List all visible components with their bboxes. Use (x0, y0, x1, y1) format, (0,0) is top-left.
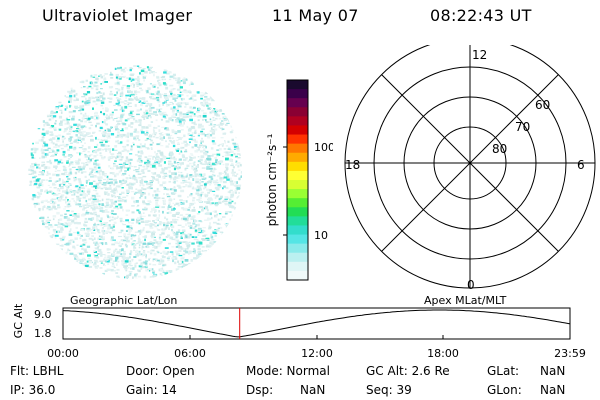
apex-label: Apex MLat/MLT (424, 294, 507, 307)
polar-diagonal-2 (381, 74, 559, 252)
glat-value: NaN (540, 364, 566, 378)
colorbar-swatches (287, 80, 308, 281)
instrument-title: Ultraviolet Imager (42, 6, 193, 25)
x-tick-1200: 12:00 (301, 347, 333, 360)
door-info: Door: Open (126, 364, 195, 378)
mlt-label-12: 12 (472, 48, 487, 62)
altitude-curve (62, 309, 571, 338)
uv-image-disk[interactable] (25, 55, 250, 290)
aurora-emission-pixels (28, 65, 242, 279)
colorbar-unit-label: photon cm⁻²s⁻¹ (265, 133, 279, 226)
dsp-value: NaN (300, 383, 326, 397)
glat-label: GLat: (487, 364, 520, 378)
ip-info: IP: 36.0 (10, 383, 56, 397)
lat-label-70: 70 (515, 120, 530, 134)
y-tick-9: 9.0 (34, 308, 52, 321)
mlt-label-18: 18 (345, 158, 360, 172)
x-tick-0000: 00:00 (47, 347, 79, 360)
gain-info: Gain: 14 (126, 383, 177, 397)
orbit-altitude-plot[interactable]: Geographic Lat/Lon Apex MLat/MLT GC Alt … (0, 290, 600, 364)
x-tick-0600: 06:00 (174, 347, 206, 360)
geographic-label: Geographic Lat/Lon (70, 294, 177, 307)
x-tick-2359: 23:59 (554, 347, 586, 360)
date-label: 11 May 07 (272, 6, 359, 25)
y-tick-1.8: 1.8 (34, 327, 52, 340)
mlt-label-0: 0 (467, 278, 475, 292)
x-tick-1800: 18:00 (427, 347, 459, 360)
lat-label-80: 80 (492, 142, 507, 156)
mlt-label-6: 6 (577, 158, 585, 172)
polar-grid: 12 18 6 0 60 70 80 (344, 45, 596, 292)
mode-info: Mode: Normal (246, 364, 330, 378)
colorbar: 100 10 photon cm⁻²s⁻¹ (265, 79, 333, 281)
time-label: 08:22:43 UT (430, 6, 532, 25)
glon-value: NaN (540, 383, 566, 397)
glon-label: GLon: (487, 383, 522, 397)
seq-info: Seq: 39 (366, 383, 412, 397)
filter-info: Flt: LBHL (10, 364, 64, 378)
dsp-label: Dsp: (246, 383, 274, 397)
colorbar-tick-10: 10 (314, 229, 328, 242)
gc-alt-axis-label: GC Alt (12, 303, 25, 338)
colorbar-tick-100: 100 (314, 141, 333, 154)
lat-label-60: 60 (535, 98, 550, 112)
gc-alt-info: GC Alt: 2.6 Re (366, 364, 450, 378)
